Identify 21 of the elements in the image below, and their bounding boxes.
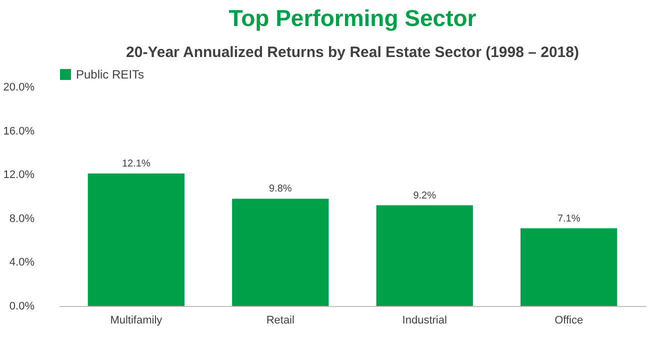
bar — [376, 205, 473, 306]
data-label: 12.1% — [122, 158, 150, 170]
chart-title: Top Performing Sector — [228, 5, 476, 31]
y-tick-label: 4.0% — [9, 256, 35, 269]
data-label: 9.2% — [413, 190, 436, 202]
x-tick-label: Industrial — [402, 314, 447, 326]
bar — [232, 198, 329, 306]
x-tick-label: Retail — [266, 314, 294, 326]
y-tick-label: 16.0% — [3, 125, 35, 138]
y-tick-label: 12.0% — [3, 169, 35, 182]
x-tick-label: Multifamily — [110, 314, 163, 326]
bar — [520, 228, 618, 306]
legend-label: Public REITs — [76, 68, 144, 82]
y-tick-label: 0.0% — [9, 300, 35, 312]
y-tick-label: 20.0% — [3, 82, 35, 94]
y-tick-label: 8.0% — [9, 212, 35, 225]
data-label: 7.1% — [557, 213, 580, 224]
data-label: 9.8% — [268, 184, 292, 195]
bar — [88, 174, 184, 306]
chart-subtitle: 20-Year Annualized Returns by Real Estate Sector (1998 – 2018) — [126, 44, 579, 61]
x-tick-label: Office — [554, 314, 584, 326]
